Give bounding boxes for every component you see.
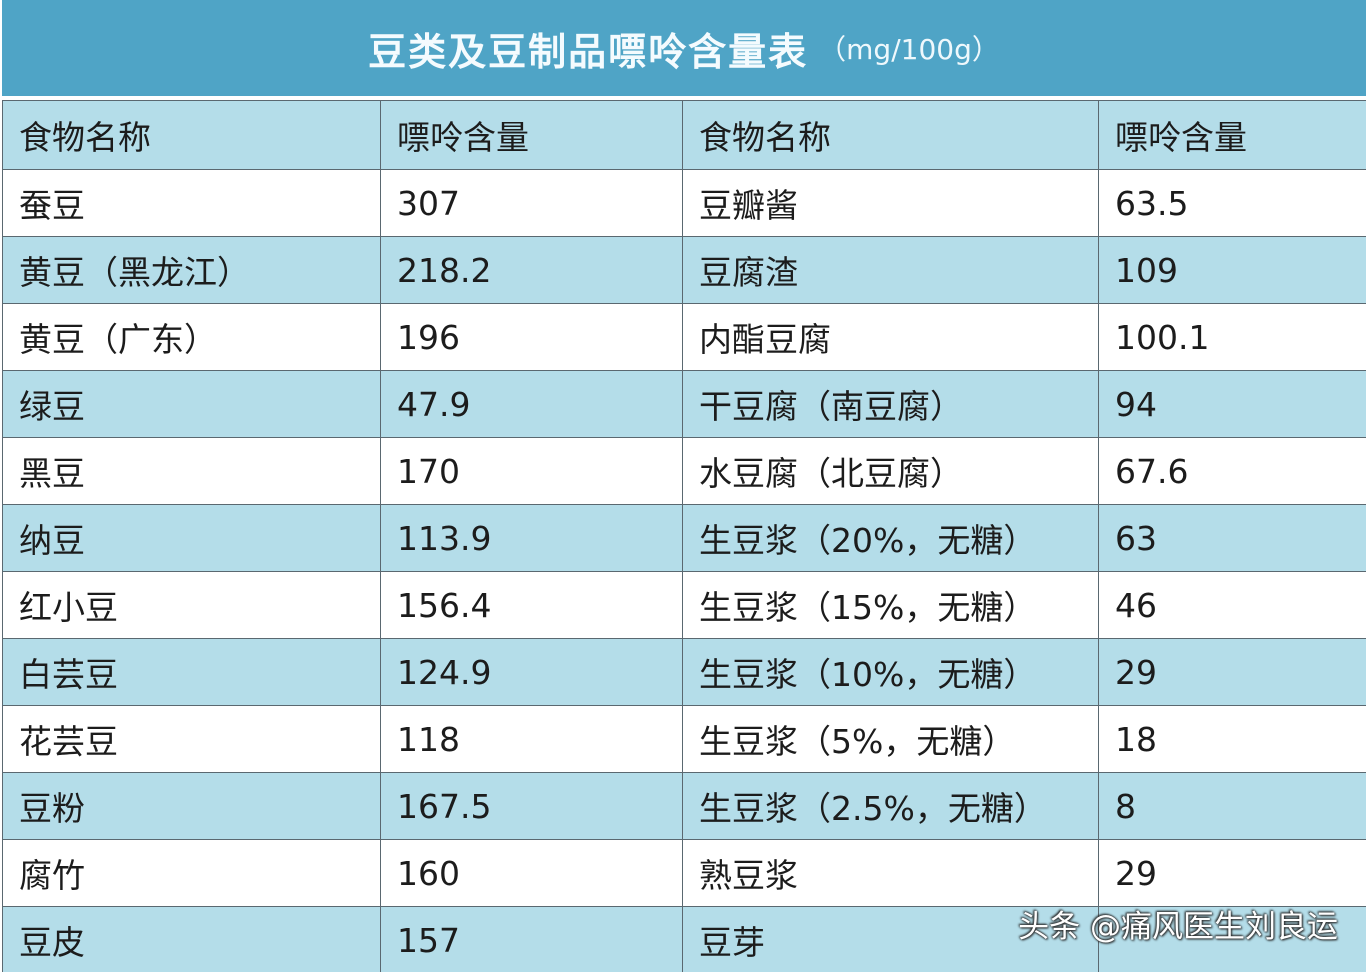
table-row: 腐竹 160 熟豆浆 29 bbox=[2, 839, 1366, 907]
purine-value-cell: 113.9 bbox=[380, 504, 683, 572]
food-name-cell: 干豆腐（南豆腐） bbox=[682, 370, 1099, 438]
table-row: 豆皮 157 豆芽 bbox=[2, 906, 1366, 972]
purine-value-cell: 124.9 bbox=[380, 638, 683, 706]
table-row: 纳豆 113.9 生豆浆（20%，无糖） 63 bbox=[2, 504, 1366, 572]
food-name-cell: 豆粉 bbox=[2, 772, 381, 840]
food-name-cell: 水豆腐（北豆腐） bbox=[682, 437, 1099, 505]
table-container: 食物名称 嘌呤含量 食物名称 嘌呤含量 蚕豆 307 豆瓣酱 63.5 黄豆（黑龙江） 2… bbox=[2, 100, 1366, 972]
purine-value-cell: 170 bbox=[380, 437, 683, 505]
watermark: 头条 @痛风医生刘良运 bbox=[1018, 909, 1338, 945]
food-name-cell: 豆瓣酱 bbox=[682, 169, 1099, 237]
table-row: 绿豆 47.9 干豆腐（南豆腐） 94 bbox=[2, 370, 1366, 438]
purine-value-cell: 47.9 bbox=[380, 370, 683, 438]
food-name-cell: 绿豆 bbox=[2, 370, 381, 438]
purine-value-cell: 307 bbox=[380, 169, 683, 237]
food-name-cell: 红小豆 bbox=[2, 571, 381, 639]
purine-value-cell: 8 bbox=[1098, 772, 1366, 840]
column-header-food-name: 食物名称 bbox=[682, 100, 1099, 170]
table-row: 蚕豆 307 豆瓣酱 63.5 bbox=[2, 169, 1366, 237]
table-row: 红小豆 156.4 生豆浆（15%，无糖） 46 bbox=[2, 571, 1366, 639]
food-name-cell: 蚕豆 bbox=[2, 169, 381, 237]
food-name-cell: 黄豆（黑龙江） bbox=[2, 236, 381, 304]
purine-value-cell: 100.1 bbox=[1098, 303, 1366, 371]
purine-value-cell: 18 bbox=[1098, 705, 1366, 773]
purine-value-cell: 196 bbox=[380, 303, 683, 371]
table-row: 黄豆（黑龙江） 218.2 豆腐渣 109 bbox=[2, 236, 1366, 304]
purine-value-cell: 157 bbox=[380, 906, 683, 972]
purine-value-cell: 167.5 bbox=[380, 772, 683, 840]
purine-value-cell bbox=[1098, 906, 1366, 972]
purine-value-cell: 160 bbox=[380, 839, 683, 907]
purine-value-cell: 29 bbox=[1098, 839, 1366, 907]
purine-value-cell: 218.2 bbox=[380, 236, 683, 304]
purine-value-cell: 29 bbox=[1098, 638, 1366, 706]
food-name-cell: 豆芽 bbox=[682, 906, 1099, 972]
food-name-cell: 豆腐渣 bbox=[682, 236, 1099, 304]
food-name-cell: 生豆浆（5%，无糖） bbox=[682, 705, 1099, 773]
table-row: 豆粉 167.5 生豆浆（2.5%，无糖） 8 bbox=[2, 772, 1366, 840]
page-title: 豆类及豆制品嘌呤含量表 bbox=[368, 28, 809, 74]
purine-value-cell: 118 bbox=[380, 705, 683, 773]
column-header-purine-content: 嘌呤含量 bbox=[380, 100, 683, 170]
purine-value-cell: 109 bbox=[1098, 236, 1366, 304]
column-header-purine-content: 嘌呤含量 bbox=[1098, 100, 1366, 170]
unit-label: （mg/100g） bbox=[818, 33, 1000, 66]
table-row: 花芸豆 118 生豆浆（5%，无糖） 18 bbox=[2, 705, 1366, 773]
table-body: 蚕豆 307 豆瓣酱 63.5 黄豆（黑龙江） 218.2 豆腐渣 109 黄豆（广东） 196 内… bbox=[2, 169, 1366, 972]
food-name-cell: 黑豆 bbox=[2, 437, 381, 505]
food-name-cell: 熟豆浆 bbox=[682, 839, 1099, 907]
table-row: 黑豆 170 水豆腐（北豆腐） 67.6 bbox=[2, 437, 1366, 505]
food-name-cell: 内酯豆腐 bbox=[682, 303, 1099, 371]
food-name-cell: 生豆浆（2.5%，无糖） bbox=[682, 772, 1099, 840]
purine-value-cell: 67.6 bbox=[1098, 437, 1366, 505]
food-name-cell: 腐竹 bbox=[2, 839, 381, 907]
header-row: 食物名称 嘌呤含量 食物名称 嘌呤含量 bbox=[2, 100, 1366, 170]
purine-value-cell: 63.5 bbox=[1098, 169, 1366, 237]
food-name-cell: 白芸豆 bbox=[2, 638, 381, 706]
title-bar: 豆类及豆制品嘌呤含量表 （mg/100g） bbox=[2, 0, 1366, 96]
table-row: 白芸豆 124.9 生豆浆（10%，无糖） 29 bbox=[2, 638, 1366, 706]
food-name-cell: 豆皮 bbox=[2, 906, 381, 972]
purine-value-cell: 156.4 bbox=[380, 571, 683, 639]
column-header-food-name: 食物名称 bbox=[2, 100, 381, 170]
food-name-cell: 黄豆（广东） bbox=[2, 303, 381, 371]
table-row: 黄豆（广东） 196 内酯豆腐 100.1 bbox=[2, 303, 1366, 371]
purine-value-cell: 94 bbox=[1098, 370, 1366, 438]
food-name-cell: 生豆浆（15%，无糖） bbox=[682, 571, 1099, 639]
food-name-cell: 花芸豆 bbox=[2, 705, 381, 773]
food-name-cell: 生豆浆（10%，无糖） bbox=[682, 638, 1099, 706]
purine-table: 食物名称 嘌呤含量 食物名称 嘌呤含量 蚕豆 307 豆瓣酱 63.5 黄豆（黑龙江） 2… bbox=[2, 100, 1366, 972]
food-name-cell: 纳豆 bbox=[2, 504, 381, 572]
purine-value-cell: 46 bbox=[1098, 571, 1366, 639]
food-name-cell: 生豆浆（20%，无糖） bbox=[682, 504, 1099, 572]
purine-value-cell: 63 bbox=[1098, 504, 1366, 572]
